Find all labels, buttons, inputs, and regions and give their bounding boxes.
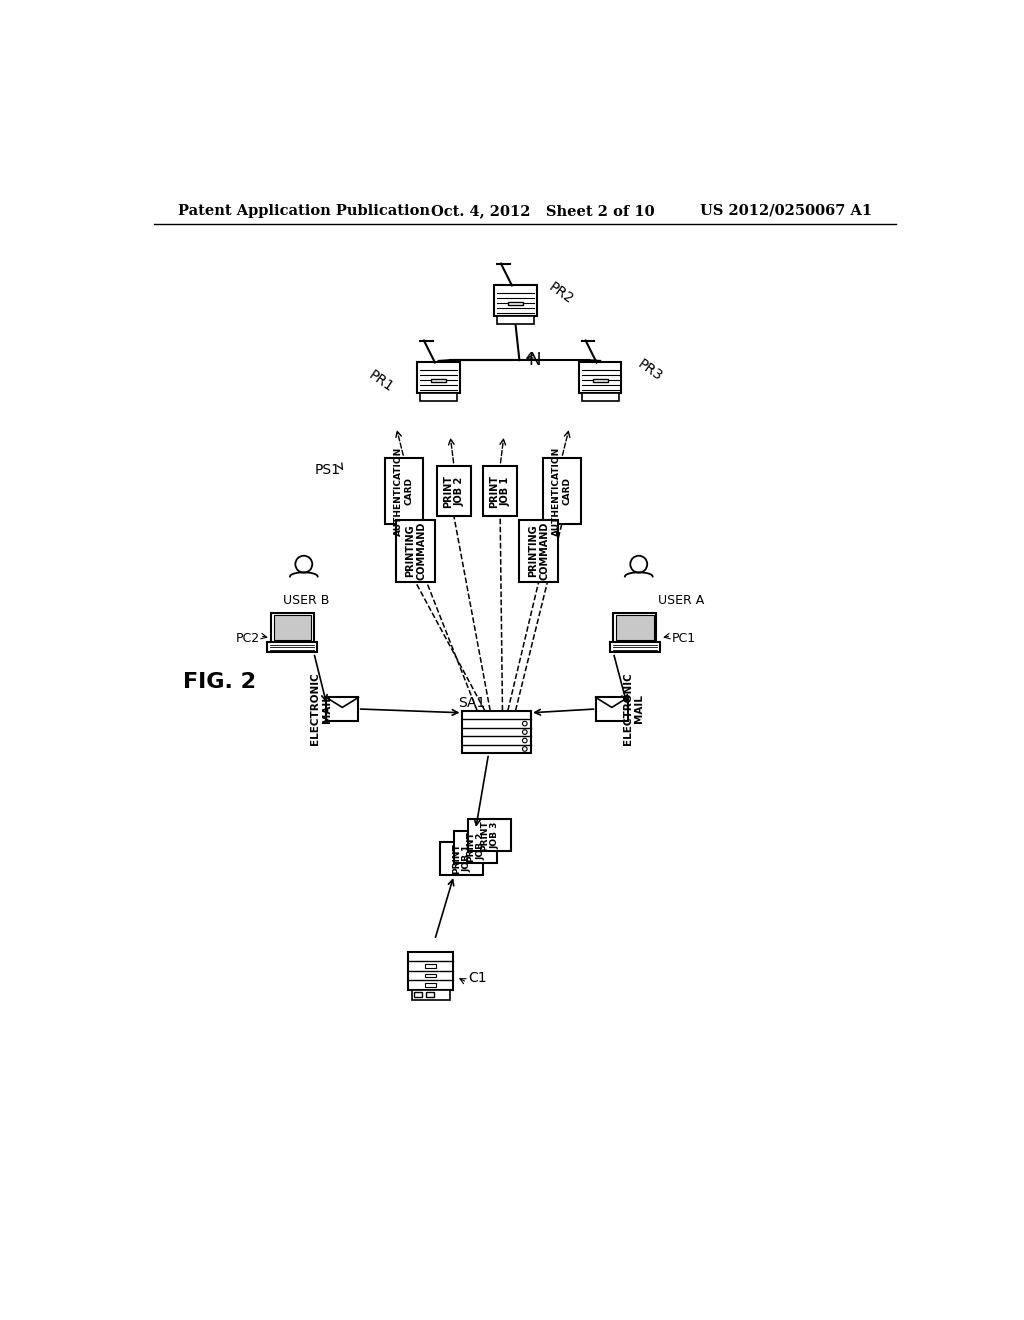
Bar (414, 991, 422, 998)
Circle shape (631, 556, 647, 573)
Text: PC2: PC2 (236, 631, 260, 644)
Bar (579, 363, 622, 393)
Text: PR2: PR2 (547, 280, 577, 306)
Circle shape (522, 730, 527, 734)
Text: SA1: SA1 (458, 696, 485, 710)
Bar (616, 615, 653, 640)
Text: PRINT
JOB 3: PRINT JOB 3 (479, 820, 499, 850)
Text: Oct. 4, 2012   Sheet 2 of 10: Oct. 4, 2012 Sheet 2 of 10 (431, 203, 654, 218)
Bar (425, 964, 436, 968)
Text: PC1: PC1 (672, 631, 696, 644)
Text: PR1: PR1 (367, 368, 396, 395)
Text: PS1: PS1 (314, 463, 341, 478)
Circle shape (522, 738, 527, 743)
Bar (468, 818, 511, 851)
Bar (596, 697, 628, 721)
Text: N: N (528, 351, 541, 370)
Bar (431, 379, 445, 383)
Text: Patent Application Publication: Patent Application Publication (178, 203, 430, 218)
Bar (420, 393, 457, 400)
Bar (412, 990, 450, 999)
Text: PRINT
JOB 2: PRINT JOB 2 (466, 832, 485, 862)
Bar (519, 520, 558, 582)
Bar (418, 363, 460, 393)
Circle shape (522, 721, 527, 726)
Text: AUTHENTICATION
CARD: AUTHENTICATION CARD (394, 446, 414, 536)
Bar (495, 285, 537, 317)
Text: ELECTRONIC
MAIL: ELECTRONIC MAIL (310, 673, 332, 746)
Bar (396, 520, 435, 582)
Bar (582, 393, 618, 400)
Bar (610, 642, 659, 652)
Bar (426, 991, 434, 998)
Text: PRINTING
COMMAND: PRINTING COMMAND (404, 521, 426, 581)
Bar (326, 697, 358, 721)
Text: C1: C1 (468, 972, 486, 986)
Bar (409, 952, 454, 990)
Bar (267, 642, 317, 652)
Text: US 2012/0250067 A1: US 2012/0250067 A1 (700, 203, 872, 218)
Bar (385, 458, 423, 524)
Circle shape (522, 747, 527, 751)
Text: USER B: USER B (283, 594, 330, 607)
Bar (455, 830, 497, 863)
Text: ELECTRONIC
MAIL: ELECTRONIC MAIL (623, 673, 644, 746)
Text: PRINT
JOB 1: PRINT JOB 1 (489, 475, 511, 508)
Bar (593, 379, 607, 383)
Bar (273, 615, 311, 640)
Bar (436, 466, 471, 516)
Bar (462, 711, 531, 754)
Bar (440, 842, 483, 875)
Text: PR3: PR3 (635, 356, 665, 384)
Text: PRINT
JOB 2: PRINT JOB 2 (443, 475, 465, 508)
Bar (543, 458, 581, 524)
Circle shape (295, 556, 312, 573)
Text: PRINTING
COMMAND: PRINTING COMMAND (527, 521, 550, 581)
Bar (613, 612, 656, 642)
Bar (425, 983, 436, 987)
Bar (508, 301, 523, 305)
Bar (270, 612, 313, 642)
Bar (498, 317, 534, 323)
Bar (483, 466, 517, 516)
Text: FIG. 2: FIG. 2 (183, 672, 256, 692)
Text: PRINT
JOB 1: PRINT JOB 1 (452, 843, 471, 874)
Text: AUTHENTICATION
CARD: AUTHENTICATION CARD (552, 446, 571, 536)
Text: USER A: USER A (658, 594, 705, 607)
Bar (425, 974, 436, 977)
